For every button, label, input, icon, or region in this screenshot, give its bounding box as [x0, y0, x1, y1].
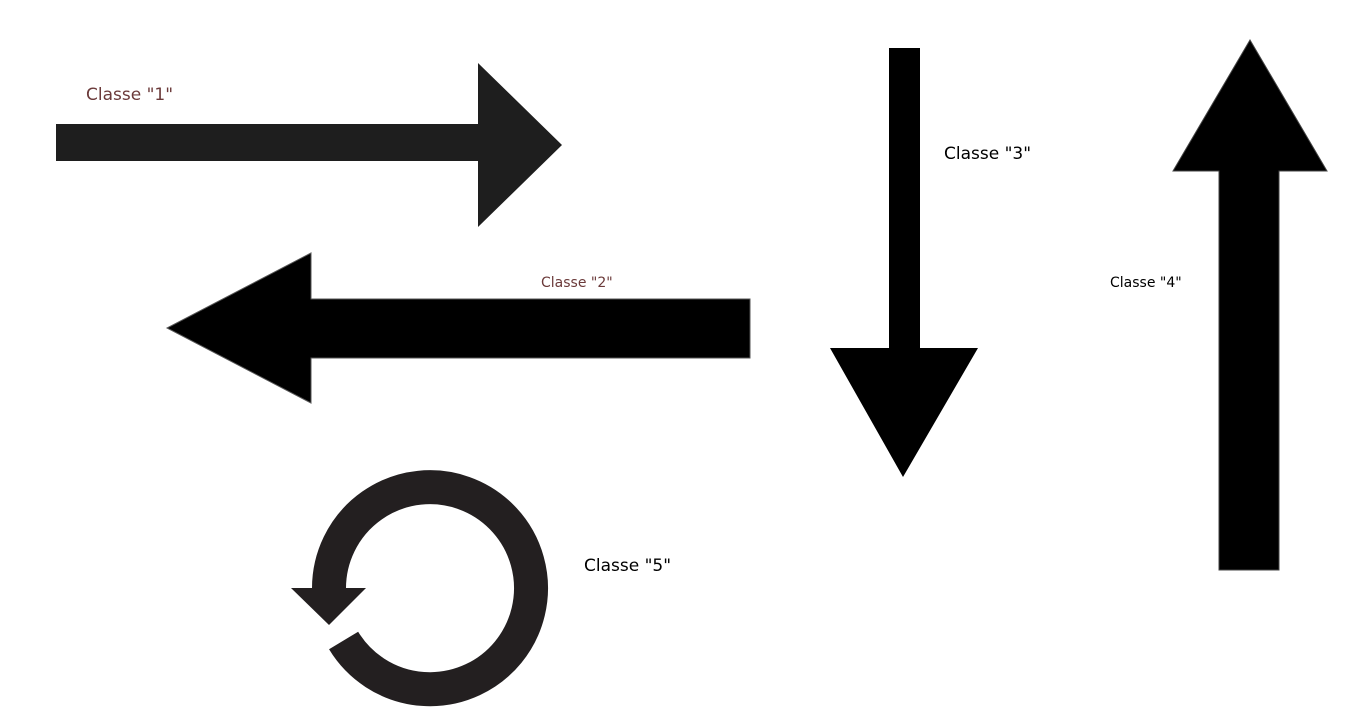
arrow-up-icon — [1172, 39, 1328, 571]
arrow-right-icon — [56, 63, 562, 227]
circular-arrow-ring — [312, 470, 548, 707]
class-4-label: Classe "4" — [1110, 275, 1182, 291]
class-2-label: Classe "2" — [541, 275, 613, 291]
arrow-left-icon — [165, 252, 751, 404]
arrow-circular-icon — [291, 470, 548, 707]
arrow-down-icon — [830, 48, 978, 477]
class-5-label: Classe "5" — [584, 556, 672, 576]
class-1-label: Classe "1" — [86, 85, 174, 105]
class-3-label: Classe "3" — [944, 144, 1032, 164]
circular-arrow-head — [291, 588, 366, 625]
